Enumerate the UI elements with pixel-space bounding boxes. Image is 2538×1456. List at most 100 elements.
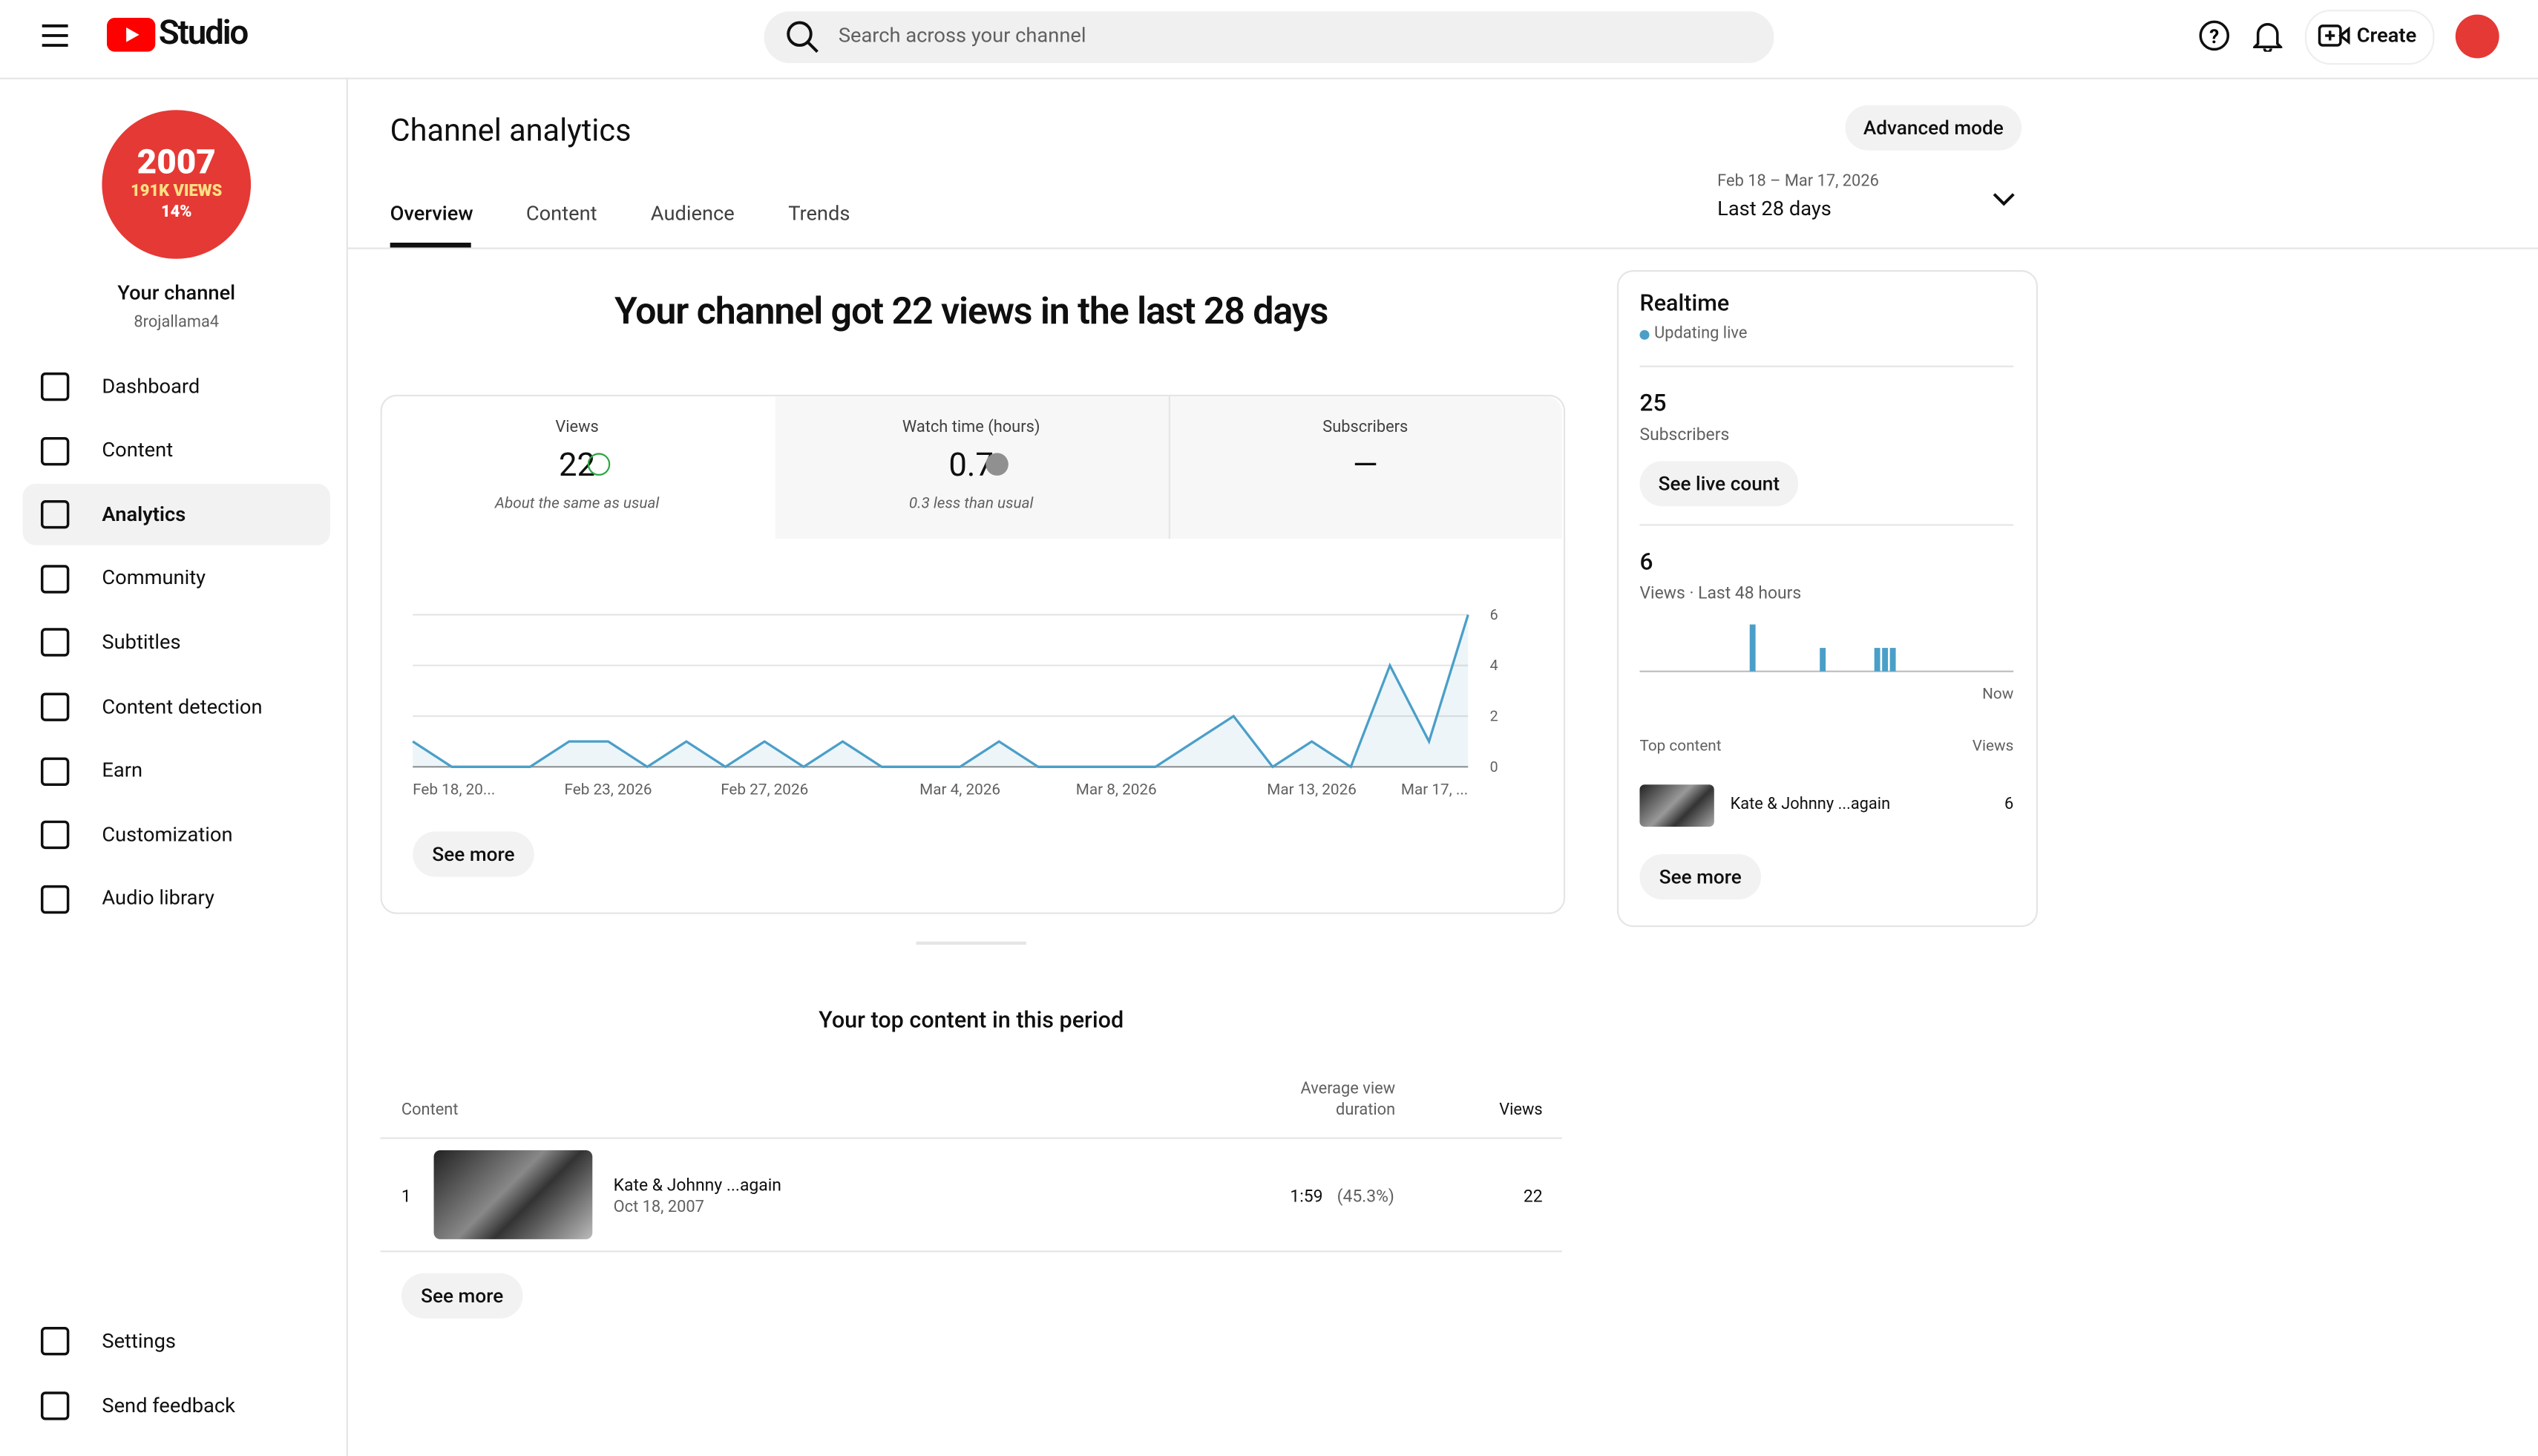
realtime-card bbox=[1616, 270, 2039, 928]
nav-item[interactable]: Subtitles bbox=[23, 612, 330, 674]
metric-value: — bbox=[1352, 445, 1378, 484]
bar bbox=[1882, 648, 1889, 672]
nav-item[interactable]: Community bbox=[23, 548, 330, 610]
rt-item-title[interactable]: Kate & Johnny ...again bbox=[1730, 796, 1891, 814]
row-pct: (45.3%) bbox=[1337, 1185, 1394, 1207]
notifications-icon[interactable] bbox=[2253, 19, 2283, 52]
tab-indicator bbox=[390, 243, 471, 248]
search-placeholder: Search across your channel bbox=[838, 24, 1086, 49]
realtime-divider bbox=[1639, 365, 2014, 367]
search-box[interactable] bbox=[764, 11, 1774, 64]
period[interactable]: Last 28 days bbox=[1717, 197, 1832, 222]
x-tick-label: Feb 18, 20... bbox=[413, 781, 495, 798]
metric-value: 22 bbox=[559, 445, 596, 484]
realtime-chart: Now bbox=[1639, 624, 2013, 704]
video-thumbnail[interactable] bbox=[433, 1150, 593, 1239]
sidebar-border bbox=[346, 77, 348, 1456]
nav-icon bbox=[40, 756, 70, 786]
metric-label: Subscribers bbox=[1322, 419, 1409, 437]
tab[interactable]: Audience bbox=[650, 202, 735, 227]
bar bbox=[1749, 624, 1756, 672]
row-title[interactable]: Kate & Johnny ...again bbox=[613, 1174, 781, 1196]
nav-item[interactable]: Earn bbox=[23, 741, 330, 802]
top-content-title: Your top content in this period bbox=[819, 1008, 1124, 1034]
help-icon[interactable]: ? bbox=[2198, 19, 2231, 52]
realtime-views-label: Views · Last 48 hours bbox=[1639, 582, 1802, 604]
top-content-see-more[interactable]: See more bbox=[401, 1273, 523, 1319]
nav-item[interactable]: Customization bbox=[23, 804, 330, 866]
nav-label: Analytics bbox=[102, 502, 186, 527]
youtube-logo[interactable] bbox=[106, 17, 156, 52]
see-live-count[interactable]: See live count bbox=[1639, 461, 1799, 507]
metric-label: Watch time (hours) bbox=[902, 419, 1040, 437]
overview-see-more[interactable]: See more bbox=[413, 831, 534, 877]
channel-avatar[interactable]: 2007 191K VIEWS 14% bbox=[102, 110, 252, 259]
period-dropdown[interactable] bbox=[1991, 191, 2017, 207]
ok-icon bbox=[587, 453, 611, 476]
nav-item[interactable]: Content detection bbox=[23, 676, 330, 738]
metric-separator bbox=[1168, 396, 1170, 539]
nav-item[interactable]: Dashboard bbox=[23, 356, 330, 418]
svg-text:?: ? bbox=[2209, 26, 2219, 48]
subscriber-label: Subscribers bbox=[1639, 424, 1730, 445]
metric-note: 0.3 less than usual bbox=[908, 495, 1034, 514]
tab[interactable]: Content bbox=[525, 202, 597, 227]
nav-label: Content detection bbox=[102, 695, 263, 720]
realtime-see-more[interactable]: See more bbox=[1639, 854, 1762, 900]
x-tick-label: Mar 4, 2026 bbox=[919, 781, 1000, 798]
create-button[interactable] bbox=[2304, 10, 2435, 65]
views-chart: 0 2 4 6 Feb 18, 20... Feb 23, 2026 Feb 27, 202… bbox=[412, 606, 1498, 798]
nav-item[interactable]: Analytics bbox=[22, 484, 330, 546]
nav-icon bbox=[40, 500, 70, 529]
tabs-divider bbox=[347, 247, 2538, 249]
nav-icon bbox=[40, 1327, 70, 1356]
metric-note: About the same as usual bbox=[494, 495, 660, 514]
x-tick-label: Feb 23, 2026 bbox=[565, 781, 652, 798]
realtime-views: 6 bbox=[1639, 548, 1653, 577]
top-content-label: Top content bbox=[1639, 738, 1722, 756]
advanced-mode-button[interactable]: Advanced mode bbox=[1845, 105, 2022, 151]
live-dot bbox=[1639, 329, 1650, 340]
metric-value: 0.7 bbox=[948, 445, 994, 484]
tab[interactable]: Overview bbox=[390, 202, 473, 227]
row-rank: 1 bbox=[401, 1185, 411, 1207]
overview-card bbox=[380, 394, 1566, 914]
search-icon bbox=[787, 21, 819, 53]
col-content: Content bbox=[401, 1101, 459, 1120]
account-avatar[interactable] bbox=[2455, 14, 2499, 59]
nav-icon bbox=[40, 885, 70, 914]
tab[interactable]: Trends bbox=[788, 202, 850, 227]
divider-handle bbox=[916, 941, 1026, 945]
avatar-pct: 14% bbox=[160, 203, 192, 222]
rt-item-views: 6 bbox=[2004, 796, 2014, 814]
nav-icon bbox=[40, 564, 70, 594]
x-label: Now bbox=[1982, 686, 2013, 704]
date-range: Feb 18 – Mar 17, 2026 bbox=[1717, 173, 1879, 191]
nav-label: Audio library bbox=[102, 887, 214, 911]
down-icon bbox=[986, 453, 1009, 476]
bar bbox=[1889, 648, 1896, 672]
create-label: Create bbox=[2356, 24, 2417, 49]
nav-label: Dashboard bbox=[102, 374, 200, 399]
y-tick-label: 0 bbox=[1490, 758, 1498, 775]
nav-label: Community bbox=[102, 566, 206, 591]
x-tick-label: Mar 8, 2026 bbox=[1076, 781, 1157, 798]
nav-item[interactable]: Settings bbox=[23, 1311, 330, 1372]
headline: Your channel got 22 views in the last 28… bbox=[614, 289, 1329, 334]
x-tick-label: Mar 17, ... bbox=[1401, 781, 1468, 798]
row-duration: 1:59 bbox=[1290, 1185, 1323, 1207]
nav-item[interactable]: Content bbox=[23, 420, 330, 482]
row-divider bbox=[380, 1137, 1562, 1139]
menu-icon[interactable] bbox=[41, 23, 70, 49]
channel-name: Your channel bbox=[117, 281, 236, 306]
create-icon bbox=[2318, 24, 2350, 47]
nav-icon bbox=[40, 821, 70, 850]
views-col-label: Views bbox=[1972, 738, 2014, 756]
nav-item[interactable]: Send feedback bbox=[23, 1375, 330, 1437]
nav-item[interactable]: Audio library bbox=[23, 868, 330, 930]
bar bbox=[1874, 648, 1880, 672]
metric-label: Views bbox=[555, 419, 599, 437]
rt-thumbnail[interactable] bbox=[1639, 784, 1714, 827]
